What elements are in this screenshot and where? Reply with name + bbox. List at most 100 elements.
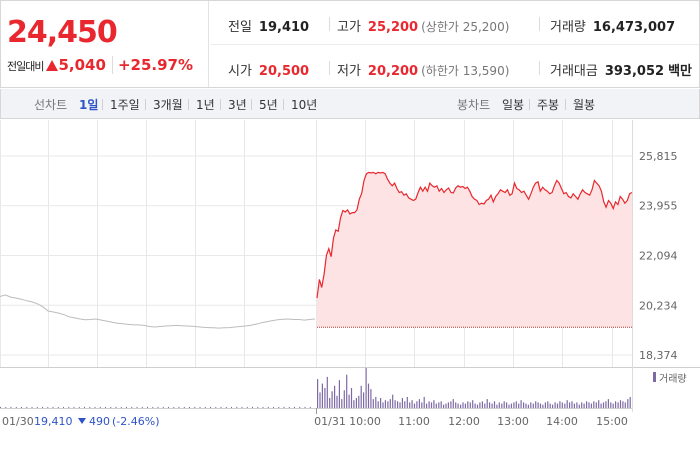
volume-bar	[542, 404, 544, 408]
x-tick-label: 12:00	[448, 415, 480, 428]
volume-bar	[629, 396, 631, 408]
prev-day-change: 490	[89, 415, 110, 428]
volume-bar	[15, 406, 17, 408]
volume-bar	[84, 406, 85, 408]
volume-bar	[215, 406, 217, 408]
volume-bar	[278, 406, 280, 408]
volume-bar	[387, 401, 389, 408]
volume-bar	[547, 401, 549, 408]
volume-bar	[68, 406, 70, 408]
volume-bar	[42, 406, 43, 408]
volume-bar	[486, 399, 488, 408]
tab-candle-daily[interactable]: 일봉	[502, 98, 525, 112]
volume-bar	[476, 404, 479, 408]
volume-bar	[404, 401, 406, 408]
series-area-today	[317, 172, 632, 328]
volume-bar	[273, 406, 274, 408]
tab-candle-weekly[interactable]: 주봉	[537, 98, 560, 112]
volume-bar	[520, 400, 522, 408]
tab-period-1d[interactable]: 1일	[79, 98, 99, 112]
volume-bar	[612, 403, 614, 408]
volume-bar	[89, 406, 91, 408]
volume-bar	[583, 403, 585, 408]
divider	[220, 99, 221, 110]
volume-bar	[294, 406, 295, 408]
stat-label: 전일	[228, 20, 252, 35]
volume-bar	[523, 402, 525, 408]
volume-bar	[561, 402, 563, 408]
tab-period-3y[interactable]: 3년	[228, 98, 247, 112]
volume-legend-swatch	[653, 372, 656, 382]
volume-bar	[157, 406, 159, 408]
volume-bar	[389, 399, 391, 408]
tab-period-10y[interactable]: 10년	[291, 98, 318, 112]
volume-bar	[225, 406, 227, 408]
volume-bar	[588, 402, 590, 408]
volume-bar	[384, 400, 386, 408]
stat-value: 20,500	[258, 64, 310, 79]
volume-bar	[241, 406, 243, 408]
volume-bar	[566, 400, 568, 408]
volume-bar	[343, 390, 345, 408]
volume-bar	[78, 406, 80, 408]
x-tick-label: 01/31	[314, 415, 346, 428]
series-line-today	[316, 171, 633, 299]
stat-high: 고가 25,200 (상한가 25,200)	[337, 16, 509, 35]
volume-bar	[581, 402, 583, 408]
volume-bar	[474, 403, 476, 408]
volume-bar	[503, 401, 505, 408]
volume-bar	[610, 402, 612, 408]
volume-bar	[435, 403, 437, 408]
tab-period-3m[interactable]: 3개월	[153, 98, 183, 112]
volume-bar	[464, 403, 466, 408]
tab-period-1w[interactable]: 1주일	[110, 98, 140, 112]
volume-bar	[326, 376, 328, 408]
volume-bar	[199, 406, 201, 408]
x-tick-label: 11:00	[398, 415, 430, 428]
tab-candle-monthly[interactable]: 월봉	[573, 98, 596, 112]
change-percent: +25.97%	[111, 56, 193, 74]
volume-bar	[110, 406, 112, 408]
stat-label: 시가	[228, 64, 252, 79]
stat-value: 16,473,007	[592, 20, 676, 35]
volume-bar	[515, 401, 517, 408]
stat-label: 거래량	[550, 20, 586, 35]
turnover-unit: 백만	[668, 64, 692, 79]
volume-legend-label: 거래량	[659, 373, 687, 385]
x-tick-label: 14:00	[546, 415, 578, 428]
volume-bar	[527, 404, 529, 408]
volume-bar	[619, 400, 622, 408]
volume-bar	[375, 396, 377, 408]
stat-label: 거래대금	[550, 64, 598, 79]
volume-bar	[569, 402, 571, 408]
tab-period-1y[interactable]: 1년	[196, 98, 215, 112]
volume-bar	[99, 406, 101, 408]
volume-bar	[36, 406, 38, 408]
stat-value: 19,410	[258, 20, 310, 35]
volume-bar	[5, 406, 7, 408]
volume-bar	[401, 398, 403, 408]
volume-bar	[607, 399, 609, 408]
volume-bar	[532, 403, 534, 408]
volume-bar	[319, 392, 321, 408]
volume-bar	[309, 406, 311, 408]
price-lines	[0, 171, 633, 329]
volume-bar	[246, 406, 248, 408]
volume-bar	[506, 402, 508, 408]
volume-bar	[409, 402, 411, 408]
tab-period-5y[interactable]: 5년	[259, 98, 278, 112]
x-tick-label: 15:00	[596, 415, 628, 428]
divider	[283, 99, 284, 110]
volume-bar	[421, 402, 423, 408]
volume-bar	[493, 401, 496, 408]
volume-bar	[147, 406, 148, 408]
change-amount: 5,040	[58, 56, 106, 74]
volume-bar	[252, 406, 253, 408]
y-tick-label: 18,374	[639, 349, 678, 362]
stat-open: 시가 20,500	[228, 60, 309, 79]
divider	[102, 99, 103, 110]
stat-turnover: 거래대금 393,052 백만	[550, 60, 692, 79]
volume-bar	[447, 402, 449, 408]
volume-bar	[377, 401, 379, 408]
change-caption: 전일대비	[7, 60, 44, 73]
